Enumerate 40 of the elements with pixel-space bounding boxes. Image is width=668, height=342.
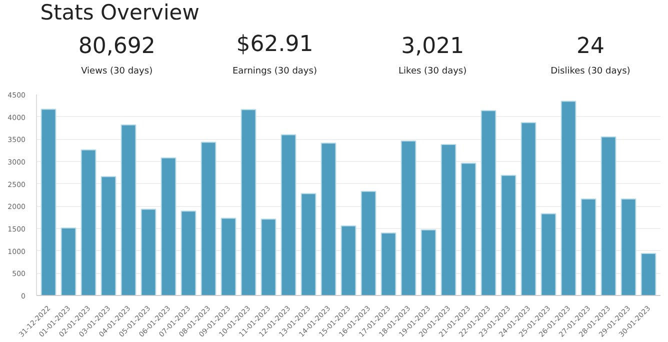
bar bbox=[600, 136, 616, 296]
bar bbox=[300, 193, 316, 296]
bar bbox=[520, 122, 536, 296]
bar bbox=[580, 198, 596, 296]
bar bbox=[500, 174, 516, 296]
text: 80,692 bbox=[78, 34, 156, 59]
bar bbox=[320, 142, 336, 296]
bar bbox=[620, 198, 636, 296]
bar bbox=[480, 110, 496, 296]
text: $62.91 bbox=[236, 32, 314, 57]
bar bbox=[100, 176, 116, 296]
bar bbox=[180, 210, 196, 296]
bar bbox=[540, 213, 556, 296]
text: 24 bbox=[576, 34, 604, 59]
text: Likes (30 days) bbox=[398, 66, 467, 76]
bar bbox=[420, 229, 436, 296]
bar bbox=[60, 228, 76, 296]
bar bbox=[360, 190, 376, 296]
bar bbox=[280, 134, 296, 296]
text: Views (30 days) bbox=[81, 66, 153, 76]
bar bbox=[340, 225, 356, 296]
bar bbox=[440, 144, 456, 296]
bar bbox=[380, 232, 396, 296]
bar bbox=[140, 208, 156, 296]
text: Dislikes (30 days) bbox=[550, 66, 630, 76]
text: 3,021 bbox=[401, 34, 464, 59]
text: Earnings (30 days) bbox=[232, 66, 317, 76]
bar bbox=[640, 253, 656, 296]
bar bbox=[260, 218, 276, 296]
bar bbox=[40, 108, 56, 296]
bar bbox=[240, 109, 256, 296]
bar bbox=[560, 100, 576, 296]
bar bbox=[120, 124, 136, 296]
bar bbox=[200, 142, 216, 296]
bar bbox=[460, 162, 476, 296]
bar bbox=[80, 149, 96, 296]
bar bbox=[400, 140, 416, 296]
text: Stats Overview bbox=[40, 0, 200, 24]
bar bbox=[160, 157, 176, 296]
bar bbox=[220, 218, 236, 296]
